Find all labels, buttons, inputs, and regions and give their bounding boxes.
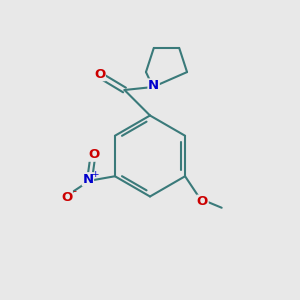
- Text: O: O: [61, 191, 72, 204]
- Text: O: O: [88, 148, 100, 161]
- Text: +: +: [91, 169, 98, 178]
- Text: N: N: [148, 79, 159, 92]
- Text: N: N: [82, 173, 94, 186]
- Text: -: -: [72, 186, 76, 196]
- Text: O: O: [94, 68, 105, 81]
- Text: O: O: [197, 195, 208, 208]
